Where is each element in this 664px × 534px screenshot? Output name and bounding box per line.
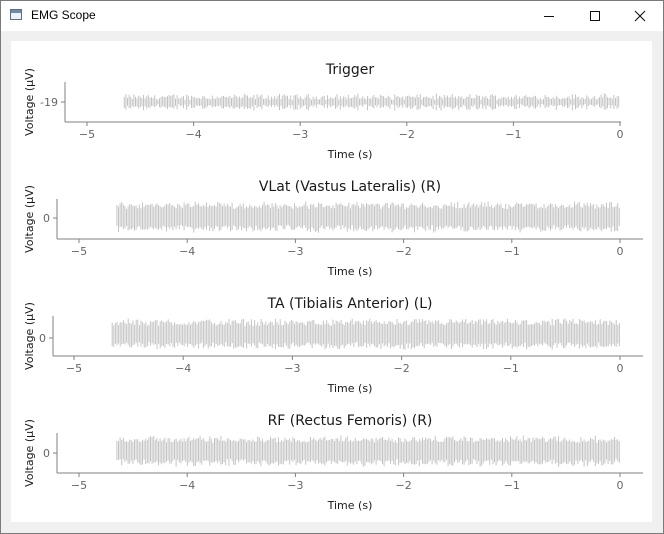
close-button[interactable] <box>617 1 663 31</box>
plot-panel: TA (Tibialis Anterior) (L)Voltage (µV) 0−… <box>23 296 643 395</box>
x-tick-label: −2 <box>395 479 411 492</box>
x-tick-label: 0 <box>617 479 624 492</box>
x-axis-label: Time (s) <box>327 265 373 278</box>
maximize-icon <box>590 11 600 21</box>
x-tick-label: −3 <box>292 128 308 141</box>
y-axis-label: Voltage (µV) <box>23 302 36 370</box>
x-tick-label: −4 <box>185 128 201 141</box>
y-axis-label: Voltage (µV) <box>23 185 36 253</box>
x-tick-label: 0 <box>617 245 624 258</box>
emg-signal-trace <box>123 93 620 111</box>
x-tick-label: −5 <box>66 362 82 375</box>
x-tick-label: −3 <box>287 245 303 258</box>
emg-signal-trace <box>111 318 620 350</box>
x-tick-label: −5 <box>71 245 87 258</box>
plot-panel: RF (Rectus Femoris) (R) Voltage (µV) 0 −5 −4… <box>23 413 643 512</box>
x-tick-label: −3 <box>284 362 300 375</box>
x-tick-label: 0 <box>617 128 624 141</box>
x-axis-label: Time (s) <box>327 148 373 161</box>
plot-panel: Trigger Voltage (µV) -19 −5 −4 −3 −2 −1 0 Time (s… <box>23 62 624 161</box>
emg-plots-canvas: Trigger Voltage (µV) -19 −5 −4 −3 −2 −1 0 Time (s… <box>23 62 643 512</box>
x-axis-label: Time (s) <box>327 499 373 512</box>
title-bar[interactable]: EMG Scope <box>1 1 663 31</box>
x-axis-label: Time (s) <box>327 382 373 395</box>
x-tick-label: −1 <box>504 245 520 258</box>
plot-area: Trigger Voltage (µV) -19 −5 −4 −3 −2 −1 0 Time (s… <box>11 41 652 522</box>
x-tick-label: 0 <box>617 362 624 375</box>
x-tick-label: −4 <box>179 479 195 492</box>
minimize-button[interactable] <box>526 1 572 31</box>
y-tick-label: 0 <box>39 332 46 345</box>
emg-signal-trace <box>116 201 620 233</box>
close-icon <box>634 10 646 22</box>
x-tick-label: −4 <box>175 362 191 375</box>
x-tick-label: −1 <box>504 479 520 492</box>
emg-signal-trace <box>116 435 620 467</box>
plot-title: TA (Tibialis Anterior) (L) <box>267 296 433 312</box>
x-tick-label: −3 <box>287 479 303 492</box>
maximize-button[interactable] <box>572 1 618 31</box>
y-tick-label: 0 <box>43 447 50 460</box>
plot-title: RF (Rectus Femoris) (R) <box>268 413 433 429</box>
x-tick-label: −1 <box>503 362 519 375</box>
minimize-icon <box>544 16 554 17</box>
y-axis-label: Voltage (µV) <box>23 419 36 487</box>
plot-title: Trigger <box>325 62 375 78</box>
y-tick-label: 0 <box>43 212 50 225</box>
x-tick-label: −4 <box>179 245 195 258</box>
y-axis-label: Voltage (µV) <box>23 68 36 136</box>
x-tick-label: −2 <box>395 245 411 258</box>
x-tick-label: −2 <box>393 362 409 375</box>
plot-title: VLat (Vastus Lateralis) (R) <box>259 179 441 195</box>
x-tick-label: −5 <box>79 128 95 141</box>
window-title: EMG Scope <box>31 8 96 22</box>
plot-panel: VLat (Vastus Lateralis) (R) Voltage (µV) 0… <box>23 179 643 278</box>
x-tick-label: −5 <box>71 479 87 492</box>
app-window-icon <box>10 9 22 20</box>
y-tick-label: -19 <box>40 96 58 109</box>
x-tick-label: −2 <box>399 128 415 141</box>
x-tick-label: −1 <box>505 128 521 141</box>
